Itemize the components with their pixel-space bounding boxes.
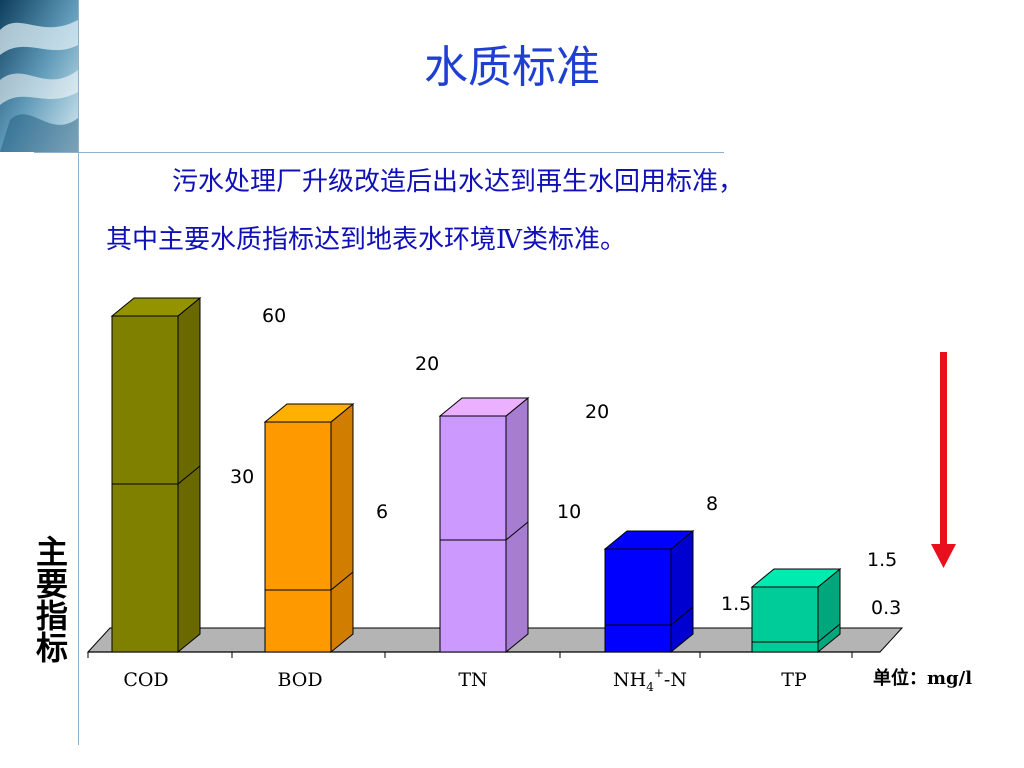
- x-tick-label: TP: [781, 669, 807, 691]
- bar-split-side-0: [177, 465, 201, 485]
- data-label-top: 20: [415, 353, 439, 375]
- data-label-top: 1.5: [867, 549, 897, 571]
- horizontal-divider: [34, 152, 724, 153]
- side-label-char: 标: [35, 629, 68, 667]
- data-label-split: 6: [376, 501, 388, 523]
- data-label-split: 0.3: [871, 597, 901, 619]
- x-tick-label: BOD: [277, 669, 322, 691]
- unit-label: 单位：mg/l: [873, 668, 973, 689]
- bar-top-1: [263, 403, 355, 423]
- x-tick-label: TN: [458, 669, 487, 691]
- bar-split-side-4: [817, 623, 841, 643]
- side-label-char: 主: [35, 533, 68, 571]
- bar-split-side-2: [505, 521, 529, 541]
- side-label-char: 指: [35, 597, 68, 635]
- bar-2: [439, 415, 507, 653]
- bar-split-side-3: [670, 606, 694, 626]
- bar-side-3: [670, 529, 694, 654]
- data-label-top: 60: [262, 305, 286, 327]
- data-label-top: 20: [585, 401, 609, 423]
- x-tick-label: NH4+-N: [613, 666, 687, 694]
- bar-top-4: [750, 568, 842, 588]
- bar-top-0: [110, 297, 202, 317]
- bar-3: [604, 548, 672, 653]
- data-label-top: 8: [706, 493, 718, 515]
- vertical-divider: [78, 0, 79, 745]
- down-arrow-icon: [931, 544, 956, 568]
- data-label-split: 10: [557, 501, 581, 523]
- bar-side-1: [330, 402, 354, 654]
- arrow-shaft: [940, 352, 947, 544]
- bar-top-3: [603, 530, 695, 550]
- body-text-line-1: 污水处理厂升级改造后出水达到再生水回用标准，: [172, 167, 745, 197]
- data-label-split: 30: [230, 466, 254, 488]
- bar-1: [264, 421, 332, 653]
- bar-top-2: [438, 397, 530, 417]
- body-text-line-2: 其中主要水质指标达到地表水环境Ⅳ类标准。: [106, 225, 626, 255]
- side-label: 主 要 指 标: [30, 536, 74, 664]
- side-label-char: 要: [35, 565, 68, 603]
- bar-split-side-1: [330, 571, 354, 591]
- slide-title: 水质标准: [424, 42, 600, 93]
- corner-water-image: [0, 0, 78, 152]
- data-label-split: 1.5: [721, 593, 751, 615]
- x-tick-label: COD: [123, 669, 168, 691]
